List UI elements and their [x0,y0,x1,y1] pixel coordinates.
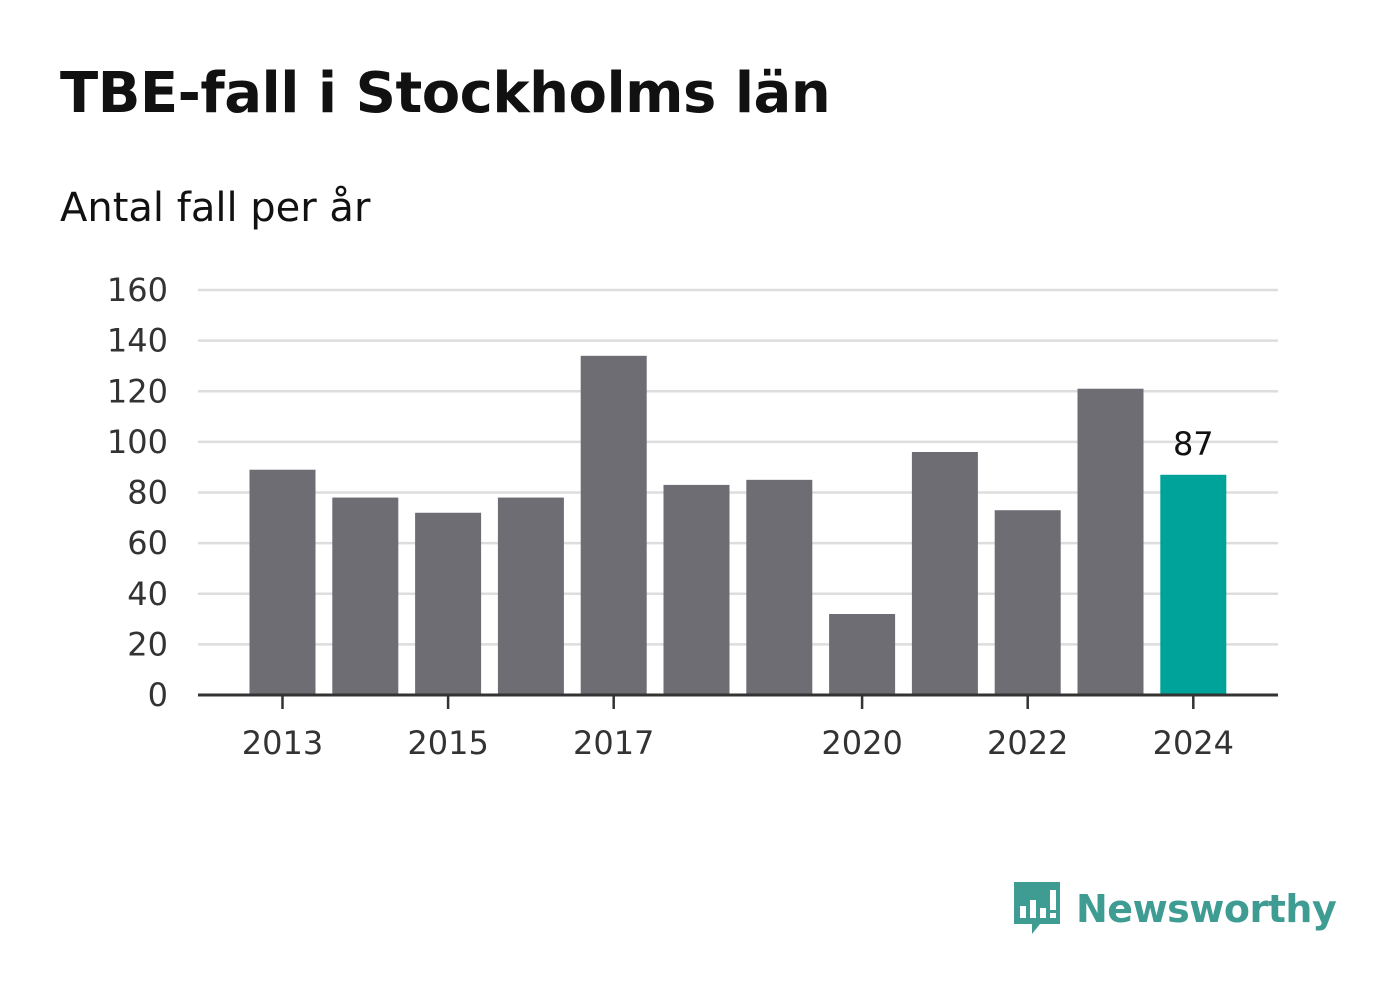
brand-name: Newsworthy [1076,887,1337,931]
chart-title: TBE-fall i Stockholms län [60,61,831,126]
y-tick-label: 100 [107,423,168,461]
bar-2024 [1160,474,1227,695]
x-tick-label: 2020 [821,724,902,762]
bar-2014 [332,497,399,695]
x-tick-label: 2015 [407,724,488,762]
bar-2020 [829,614,896,695]
x-tick-label: 2024 [1153,724,1234,762]
bar-2015 [415,512,482,695]
y-tick-label: 20 [127,625,168,663]
bar-2013 [249,469,316,695]
bar-2019 [746,479,813,695]
newsworthy-logo: Newsworthy [1010,878,1337,940]
y-tick-label: 80 [127,474,168,512]
bar-2023 [1077,388,1144,695]
bar-2021 [911,452,978,695]
y-tick-label: 60 [127,524,168,562]
chart-subtitle: Antal fall per år [60,185,371,231]
bar-2016 [497,497,564,695]
y-tick-label: 160 [107,271,168,309]
bar-2018 [663,484,730,695]
data-label-2024: 87 [1173,425,1214,463]
y-tick-label: 140 [107,322,168,360]
bar-chart-speech-bubble-icon [1014,882,1060,934]
x-tick-label: 2013 [242,724,323,762]
y-tick-label: 0 [148,676,168,714]
bar-2017 [580,355,647,695]
x-tick-label: 2022 [987,724,1068,762]
x-tick-label: 2017 [573,724,654,762]
y-tick-label: 40 [127,575,168,613]
y-tick-label: 120 [107,372,168,410]
bar-2022 [994,510,1061,695]
